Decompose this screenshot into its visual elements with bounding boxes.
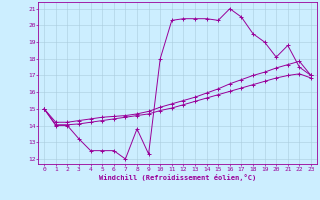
X-axis label: Windchill (Refroidissement éolien,°C): Windchill (Refroidissement éolien,°C) [99,174,256,181]
